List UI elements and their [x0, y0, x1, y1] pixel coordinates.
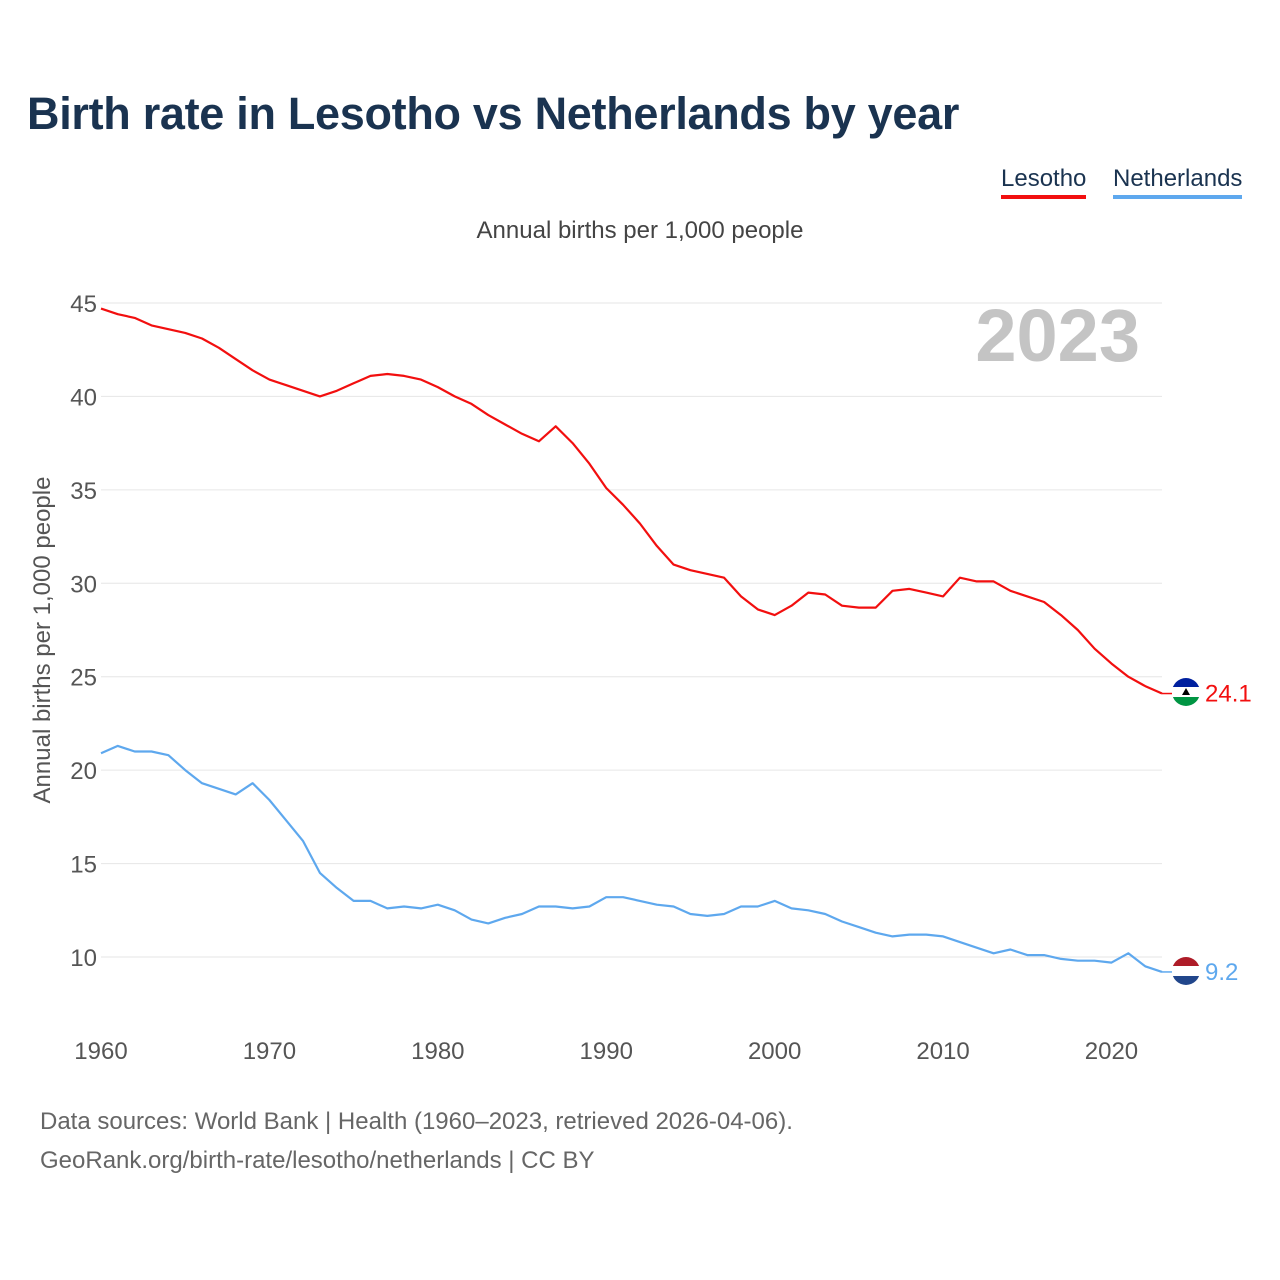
y-axis-label: Annual births per 1,000 people	[29, 477, 56, 804]
footer-sources: Data sources: World Bank | Health (1960–…	[40, 1108, 793, 1135]
legend-item-netherlands[interactable]: Netherlands	[1113, 165, 1243, 199]
y-tick-label: 30	[70, 571, 97, 598]
series-line-netherlands[interactable]	[100, 744, 1163, 973]
x-tick-label: 2000	[748, 1038, 801, 1065]
y-tick-label: 15	[70, 852, 97, 879]
series-line-lesotho[interactable]	[100, 307, 1163, 695]
series-end-label-lesotho: 24.1	[1205, 681, 1252, 708]
y-tick-label: 20	[70, 758, 97, 785]
x-tick-label: 2020	[1085, 1038, 1138, 1065]
y-tick-label: 35	[70, 478, 97, 505]
x-tick-label: 1970	[243, 1038, 296, 1065]
x-tick-label: 1960	[74, 1038, 127, 1065]
chart-title: Birth rate in Lesotho vs Netherlands by …	[27, 88, 960, 139]
series-end-label-netherlands: 9.2	[1205, 959, 1238, 986]
year-watermark: 2023	[975, 294, 1140, 377]
x-tick-label: 2010	[916, 1038, 969, 1065]
y-tick-label: 45	[70, 291, 97, 318]
x-tick-label: 1990	[580, 1038, 633, 1065]
y-tick-label: 10	[70, 945, 97, 972]
y-tick-label: 40	[70, 384, 97, 411]
legend-item-lesotho[interactable]: Lesotho	[1001, 165, 1087, 199]
x-tick-label: 1980	[411, 1038, 464, 1065]
netherlands-flag-icon	[1172, 957, 1200, 985]
x-axis-ticks: 1960 1970 1980 1990 2000 2010 2020	[74, 1038, 1138, 1065]
chart-subtitle: Annual births per 1,000 people	[476, 217, 804, 244]
gridlines	[101, 302, 1162, 958]
footer-link[interactable]: GeoRank.org/birth-rate/lesotho/netherlan…	[40, 1147, 595, 1174]
y-tick-label: 25	[70, 665, 97, 692]
lesotho-flag-icon	[1172, 678, 1200, 706]
series-end-markers: 24.1 9.2	[1162, 678, 1252, 986]
series-lines	[100, 307, 1163, 973]
y-axis-ticks: 10 15 20 25 30 35 40 45	[70, 291, 97, 972]
